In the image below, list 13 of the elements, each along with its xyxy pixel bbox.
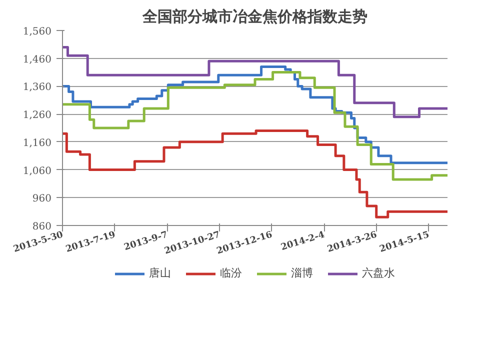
legend-label: 临汾: [220, 266, 242, 280]
legend-label: 淄博: [291, 266, 313, 280]
y-tick-label: 1,160: [22, 138, 52, 149]
y-tick-label: 1,060: [22, 166, 52, 177]
legend-label: 唐山: [149, 266, 171, 280]
y-tick-label: 860: [32, 222, 52, 232]
y-tick-label: 1,560: [22, 26, 52, 38]
chart-title: 全国部分城市冶金焦价格指数走势: [142, 8, 368, 26]
y-tick-label: 960: [32, 194, 52, 205]
y-tick-label: 1,360: [22, 82, 52, 94]
y-tick-label: 1,260: [22, 110, 52, 122]
y-tick-label: 1,460: [22, 54, 52, 66]
legend-label: 六盘水: [362, 266, 395, 280]
